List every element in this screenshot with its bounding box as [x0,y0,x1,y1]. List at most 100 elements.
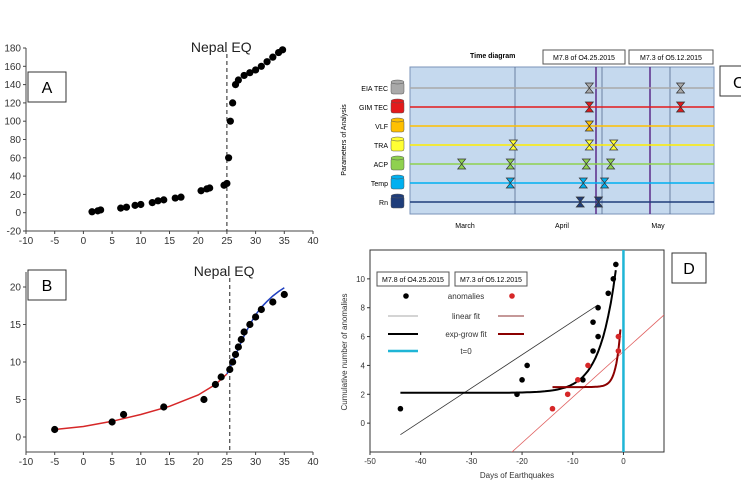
d-x-tick-label: 0 [621,457,626,466]
a-data-point [88,208,96,216]
a-data-point [240,71,248,80]
d-point-red [585,362,591,369]
b-data-point [229,358,237,366]
d-key-exp: exp-grow fit [445,330,487,339]
a-data-point [257,62,265,70]
d-legend-box-1 [376,271,450,287]
panel-c: Time diagram M7.8 of O4.25.2015 M7.3 of O5… [341,49,741,230]
b-data-point [237,335,245,344]
b-y-tick-label: 15 [10,320,22,331]
d-point-black [595,333,601,340]
a-data-point [122,203,131,211]
a-data-point [225,154,233,162]
a-data-point [229,99,237,107]
a-y-tick-label: 180 [4,44,21,55]
c-cylinder-top [390,193,405,199]
a-y-tick-label: 20 [10,190,22,201]
d-point-black [580,377,586,383]
d-point-black [610,276,617,282]
c-cylinder-top [390,136,405,142]
b-data-point [119,410,128,419]
a-data-point [252,66,260,74]
d-ylabel: Cumulative number of anomalies [340,294,349,411]
c-marker [581,158,592,170]
d-exp-fit-black [400,270,617,394]
a-data-point [117,204,125,212]
d-point-black [613,261,619,268]
d-point-black [605,290,612,297]
d-point-black [519,377,525,383]
a-x-tick-label: 10 [135,236,147,247]
b-data-point [200,395,208,404]
a-data-point [154,197,162,205]
c-marker [508,139,519,151]
b-annotation: Nepal EQ [194,263,255,279]
c-month-label: April [555,223,569,230]
a-x-tick-label: 20 [193,236,205,247]
b-fit-red [54,373,228,431]
a-x-tick-label: 5 [109,236,115,247]
a-y-tick-label: 140 [4,80,21,91]
a-data-point [263,58,271,66]
a-y-tick-label: 160 [4,62,21,73]
c-marker [505,177,516,189]
d-legend-box-2 [454,271,528,287]
panel-d: -50 -40 -30 -20 -10 0 0 2 4 6 8 10 Days of Earthquak… [340,249,707,480]
b-data-point [234,343,242,351]
d-x-tick-label: -10 [567,457,579,466]
d-y-tick-label: 4 [361,361,366,370]
panel-a: -10 -5 0 5 10 15 20 25 30 35 40 -20 0 20 40 60 80 100 120 1… [4,39,319,247]
c-legend-box-1 [542,49,626,65]
c-row-label: Temp [371,181,388,188]
d-x-tick-label: -30 [466,457,478,466]
c-legend-1: M7.8 of O4.25.2015 [553,55,615,62]
c-marker [505,158,516,170]
c-marker [584,139,595,151]
c-legend-2: M7.3 of O5.12.2015 [640,55,702,62]
c-marker [578,177,589,189]
b-x-tick-label: 30 [250,457,262,468]
b-data-point [269,298,277,306]
c-row-label: EIA TEC [361,86,388,93]
d-y-tick-label: 0 [361,419,366,428]
c-cylinder-top [390,79,405,85]
b-y-tick-label: 20 [10,283,22,294]
c-marker [608,139,619,151]
d-linear-fit-black [400,304,599,436]
a-y-tick-label: -20 [7,227,22,238]
c-row-label: TRA [374,143,388,150]
c-marker [593,196,604,208]
c-row-label: VLF [375,124,388,131]
b-data-point [246,320,254,329]
a-x-tick-label: -10 [19,236,34,247]
a-x-tick-label: 35 [279,236,291,247]
d-key-linear: linear fit [452,312,481,321]
a-data-point [160,196,168,204]
a-x-tick-label: 0 [81,236,87,247]
a-data-point [234,76,242,84]
c-marker [456,158,467,170]
b-data-point [211,380,220,389]
b-data-point [160,403,168,411]
d-point-red [564,391,571,398]
d-xlabel: Days of Earthquakes [480,471,554,480]
d-legend-2: M7.3 of O5.12.2015 [460,277,522,284]
b-y-tick-label: 0 [15,433,21,444]
a-data-point [97,206,105,214]
c-legend-box-2 [628,49,714,65]
c-cylinder-top [390,117,405,123]
c-marker [575,196,585,208]
b-data-point [226,365,234,374]
c-marker [584,101,595,113]
d-point-red [549,405,556,412]
c-marker [599,177,610,189]
b-data-point [257,305,265,314]
d-point-black [590,348,596,354]
c-cylinder-top [390,155,405,161]
a-x-tick-label: 15 [164,236,176,247]
b-data-point [51,425,59,434]
b-data-point [240,328,248,336]
a-data-point [148,199,156,207]
c-title: Time diagram [470,53,515,60]
c-label-box [719,65,741,97]
